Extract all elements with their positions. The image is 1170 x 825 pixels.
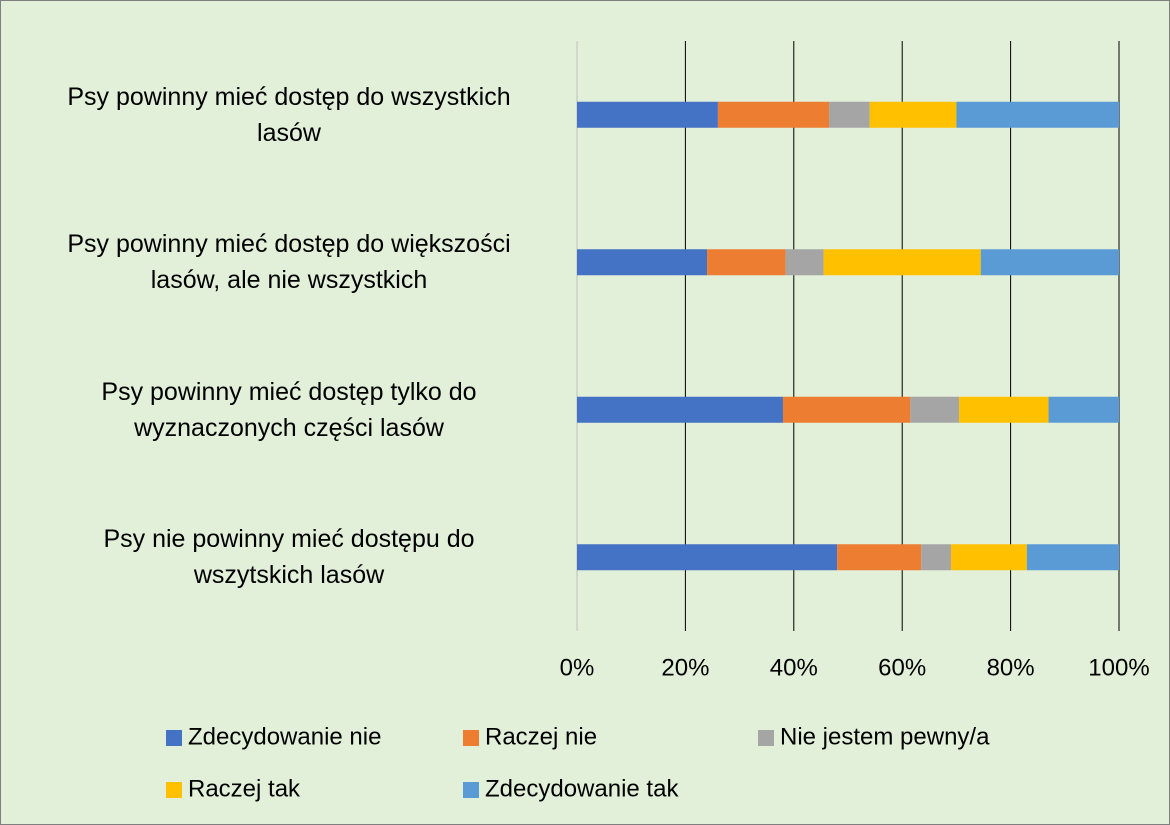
legend-swatch xyxy=(758,730,774,746)
bar-segment xyxy=(956,101,1119,128)
bar-segment xyxy=(869,101,957,128)
bar-segment xyxy=(910,396,960,423)
legend-swatch xyxy=(166,730,182,746)
bar-segment xyxy=(959,396,1049,423)
legend-label: Raczej nie xyxy=(485,723,597,750)
x-tick-label: 20% xyxy=(661,654,709,681)
legend-swatch xyxy=(166,782,182,798)
x-tick-label: 60% xyxy=(878,654,926,681)
legend-label: Raczej tak xyxy=(188,775,301,802)
bar-segment xyxy=(829,101,870,128)
bar-segment xyxy=(577,249,708,276)
bar-segment xyxy=(1048,396,1119,423)
legend-label: Zdecydowanie tak xyxy=(485,775,679,802)
category-label: Psy powinny mieć dostęp do wszystkich la… xyxy=(67,82,511,147)
category-label: Psy powinny mieć dostęp do większości la… xyxy=(67,230,511,295)
bar-segment xyxy=(980,249,1119,276)
bar-segment xyxy=(785,249,824,276)
x-tick-label: 100% xyxy=(1088,654,1149,681)
legend-swatch xyxy=(463,730,479,746)
bar-segment xyxy=(717,101,830,128)
x-tick-label: 40% xyxy=(770,654,818,681)
bar-segment xyxy=(577,101,718,128)
category-label: Psy powinny mieć dostęp tylko do wyznacz… xyxy=(101,377,477,442)
x-tick-label: 80% xyxy=(987,654,1035,681)
bar-segment xyxy=(1026,544,1119,571)
bar-segment xyxy=(782,396,911,423)
bar-segment xyxy=(823,249,981,276)
x-tick-label: 0% xyxy=(560,654,595,681)
legend-swatch xyxy=(463,782,479,798)
legend-label: Nie jestem pewny/a xyxy=(780,723,990,750)
bar-segment xyxy=(577,396,783,423)
bar-segment xyxy=(837,544,922,571)
legend-label: Zdecydowanie nie xyxy=(188,723,381,750)
category-label: Psy nie powinny mieć dostępu do wszytski… xyxy=(103,525,475,590)
bar-segment xyxy=(950,544,1027,571)
bar-segment xyxy=(707,249,786,276)
bar-segment xyxy=(921,544,951,571)
bar-segment xyxy=(577,544,838,571)
